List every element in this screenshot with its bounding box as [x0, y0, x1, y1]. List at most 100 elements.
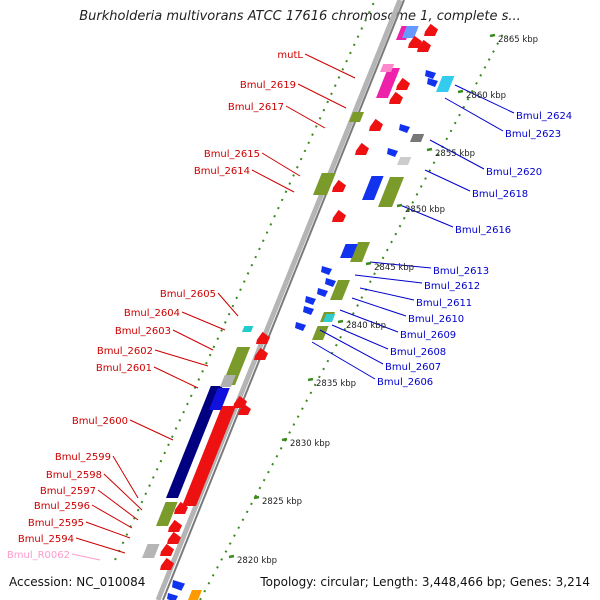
gene-bmul-2597-block: [156, 502, 178, 526]
left-leader-line: [75, 537, 126, 554]
left-leader-line: [297, 83, 347, 109]
kbp-tick-mark: [281, 437, 288, 442]
red-forward-arrow: [355, 142, 369, 155]
left-leader-line: [217, 292, 239, 317]
left-leader-line: [129, 419, 174, 441]
red-forward-arrow: [417, 39, 431, 52]
left-gene-label: Bmul_2614: [194, 166, 250, 177]
left-leader-line: [261, 152, 301, 177]
blue-reverse-arrow: [387, 148, 398, 157]
right-gene-label: Bmul_2607: [385, 362, 441, 373]
left-leader-line: [97, 489, 139, 521]
right-gene-label: Bmul_2618: [472, 189, 528, 200]
red-forward-arrow: [389, 91, 403, 104]
blue-reverse-arrow: [325, 278, 336, 287]
right-gene-label: Bmul_2612: [424, 281, 480, 292]
gene-top-blue: [402, 26, 419, 38]
left-leader-line: [251, 169, 295, 193]
left-gene-label: Bmul_2599: [55, 452, 111, 463]
blue-reverse-arrow: [399, 124, 410, 133]
kbp-tick-mark: [489, 33, 496, 38]
gene-bmul-2613-block: [350, 242, 370, 262]
right-gene-label: Bmul_2613: [433, 266, 489, 277]
blue-reverse-arrow: [172, 580, 185, 591]
gene-mutl-block: [376, 68, 400, 98]
left-gene-label: Bmul_2605: [160, 289, 216, 300]
left-leader-line: [112, 455, 139, 499]
label-leader-lines: [71, 53, 515, 561]
right-leader-line: [311, 341, 376, 380]
red-forward-arrow: [167, 531, 181, 544]
gene-features: [142, 23, 455, 600]
right-gene-label: Bmul_2611: [416, 298, 472, 309]
right-gene-label: Bmul_2606: [377, 377, 433, 388]
gene-bmul-2602-gray: [220, 375, 236, 387]
gene-bmul-2614-block: [313, 173, 336, 195]
gene-bmul-2613-blue: [340, 244, 358, 258]
left-gene-label: mutL: [277, 50, 303, 61]
gene-bmul-2609-cyan: [323, 314, 336, 322]
red-forward-arrow: [160, 557, 174, 570]
gene-labels: mutL Bmul_2619 Bmul_2617 Bmul_2615 Bmul_2614…: [7, 50, 572, 561]
red-forward-arrow: [174, 501, 188, 514]
right-leader-line: [319, 329, 384, 365]
kbp-label: 2845 kbp: [374, 263, 414, 273]
orange-gene-block: [188, 590, 202, 600]
left-gene-label: Bmul_2601: [96, 363, 152, 374]
left-leader-line: [103, 473, 143, 511]
left-leader-line: [153, 366, 199, 389]
kbp-tick-mark: [228, 554, 235, 559]
blue-reverse-arrow: [295, 322, 306, 331]
left-leader-line: [91, 504, 133, 529]
kbp-label: 2865 kbp: [498, 35, 538, 45]
kbp-tick-mark: [426, 147, 433, 152]
red-forward-arrow: [332, 209, 346, 222]
blue-reverse-arrow: [167, 593, 178, 600]
left-leader-line: [285, 105, 326, 129]
gene-bmul-2623-gray: [410, 134, 425, 142]
kbp-tick-mark: [337, 319, 344, 324]
right-leader-line: [429, 139, 485, 170]
kbp-tick-mark: [307, 377, 314, 382]
red-forward-arrow: [408, 35, 422, 48]
right-gene-label: Bmul_2624: [516, 111, 572, 122]
red-forward-arrow: [396, 77, 410, 90]
gene-mutl-pink: [380, 64, 395, 72]
left-gene-label: Bmul_2597: [40, 486, 96, 497]
gene-bmul-2607-block: [312, 326, 329, 340]
right-leader-line: [354, 274, 423, 284]
right-gene-label: Bmul_2608: [390, 347, 446, 358]
kbp-label: 2830 kbp: [290, 439, 330, 449]
kbp-label: 2860 kbp: [466, 91, 506, 101]
gene-bmul-2605-cyan: [242, 326, 254, 332]
kbp-label: 2835 kbp: [316, 379, 356, 389]
right-leader-line: [424, 169, 471, 192]
red-forward-arrow: [168, 519, 182, 532]
right-gene-label: Bmul_2623: [505, 129, 561, 140]
left-gene-label: Bmul_2600: [72, 416, 128, 427]
left-gene-label: Bmul_2594: [18, 534, 74, 545]
gene-bmul-2600-block: [166, 386, 223, 498]
right-leader-line: [351, 297, 407, 317]
kbp-tick-mark: [396, 203, 403, 208]
right-leader-line: [444, 97, 504, 132]
right-leader-line: [399, 204, 454, 228]
left-leader-line: [85, 521, 131, 539]
left-gene-label: Bmul_2602: [97, 346, 153, 357]
right-leader-line: [339, 309, 399, 333]
left-leader-line: [181, 311, 226, 331]
right-gene-label: Bmul_2609: [400, 330, 456, 341]
kbp-label: 2855 kbp: [435, 149, 475, 159]
red-forward-arrow: [238, 404, 251, 415]
gene-bmul-2624-cyan: [436, 76, 455, 92]
inner-dotted-ruler: [114, 0, 376, 561]
kbp-label: 2850 kbp: [405, 205, 445, 215]
gene-bmul-2601-block: [209, 388, 230, 410]
red-forward-arrow: [160, 543, 174, 556]
blue-reverse-arrow: [317, 288, 328, 297]
green-dotted-ticks: [114, 0, 506, 600]
blue-reverse-arrow: [303, 306, 314, 315]
left-gene-label: Bmul_2603: [115, 326, 171, 337]
gene-bmul-2600-cds: [182, 406, 236, 506]
blue-reverse-arrow: [425, 70, 436, 79]
